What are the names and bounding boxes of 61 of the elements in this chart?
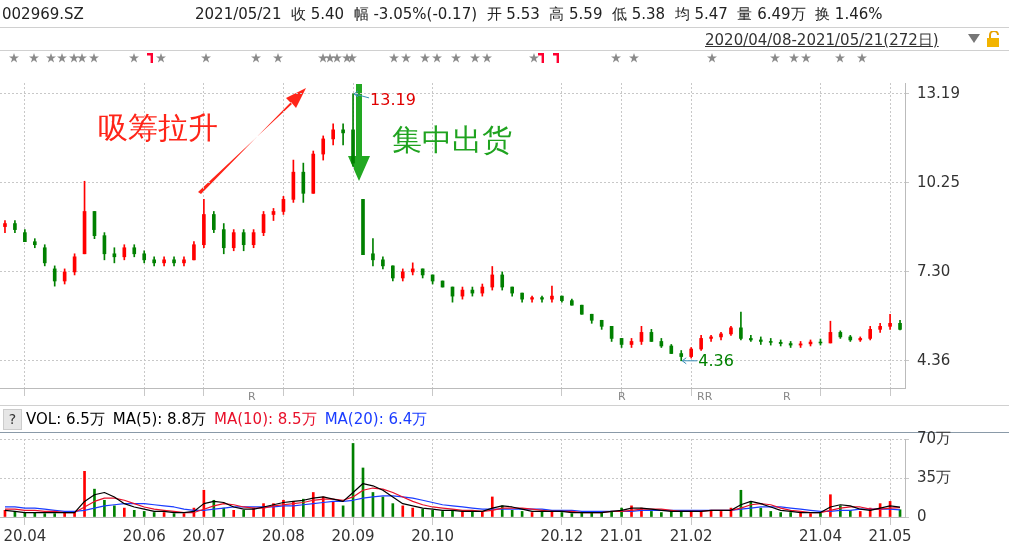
text: RR [697, 390, 713, 403]
help-button: ? [3, 409, 22, 430]
bar [421, 508, 424, 517]
x-tick-label: 20.10 [411, 526, 455, 545]
text: R [783, 390, 791, 403]
annotation: 吸筹拉升 [98, 109, 218, 147]
x-tick-label: 21.02 [669, 526, 713, 545]
bar [809, 513, 812, 517]
text: VOL: 6.5万 [26, 410, 105, 428]
y-tick-label: 7.30 [917, 261, 951, 280]
bar [650, 511, 653, 517]
x-tick-label: 20.12 [540, 526, 584, 545]
chart-title: 002969.SZ [2, 5, 84, 23]
bar [411, 507, 415, 517]
bar [43, 513, 47, 517]
bar [401, 505, 405, 517]
y-tick-label: 10.25 [917, 172, 960, 191]
candlestick [579, 304, 584, 315]
y-tick-label: 4.36 [917, 350, 951, 369]
text: MA(20): 6.4万 [324, 410, 428, 428]
bar [660, 512, 663, 517]
x-tick-label: 21.05 [868, 526, 912, 545]
bar [122, 507, 126, 517]
bar [510, 509, 514, 517]
bar [142, 511, 146, 517]
x-tick-label: 20.04 [3, 526, 47, 545]
x-tick-label: 20.06 [122, 526, 166, 545]
bar [53, 513, 57, 517]
y-tick-label: 70万 [917, 428, 952, 447]
bar [232, 509, 236, 517]
x-tick-label: 20.09 [331, 526, 375, 545]
x-tick-label: 21.01 [600, 526, 644, 545]
bar [779, 512, 783, 517]
bar [759, 507, 763, 517]
y-tick-label: 0 [917, 506, 927, 525]
x-tick-label: 20.07 [182, 526, 226, 545]
bar [83, 470, 86, 517]
text: MA(10): 8.5万 [213, 410, 317, 428]
text: 2020/04/08-2021/05/21(272日) [705, 31, 939, 50]
annotation: 4.36 [698, 350, 734, 370]
x-tick-label: 20.08 [261, 526, 305, 545]
bar [858, 511, 862, 517]
text: R [618, 390, 626, 403]
bar [113, 505, 116, 517]
text: R [248, 390, 256, 403]
candlestick [361, 199, 365, 256]
bar [769, 511, 773, 517]
bar [789, 512, 792, 517]
bar [242, 509, 245, 517]
x-tick-label: 21.04 [798, 526, 842, 545]
y-tick-label: 35万 [917, 467, 952, 486]
y-tick-label: 13.19 [917, 83, 960, 102]
bar [441, 511, 444, 517]
bar [132, 509, 136, 517]
bar [222, 507, 226, 517]
annotation: 集中出货 [392, 121, 512, 159]
bar [431, 509, 434, 517]
annotation: 13.19 [370, 90, 416, 110]
bar [103, 499, 106, 517]
text: MA(5): 8.8万 [112, 410, 206, 428]
chart-subtitle: 2021/05/21 收 5.40 幅 -3.05%(-0.17) 开 5.53 高 5.59 低 5.38 均 5.47 量 6.49万 换 1.46% [195, 5, 883, 24]
